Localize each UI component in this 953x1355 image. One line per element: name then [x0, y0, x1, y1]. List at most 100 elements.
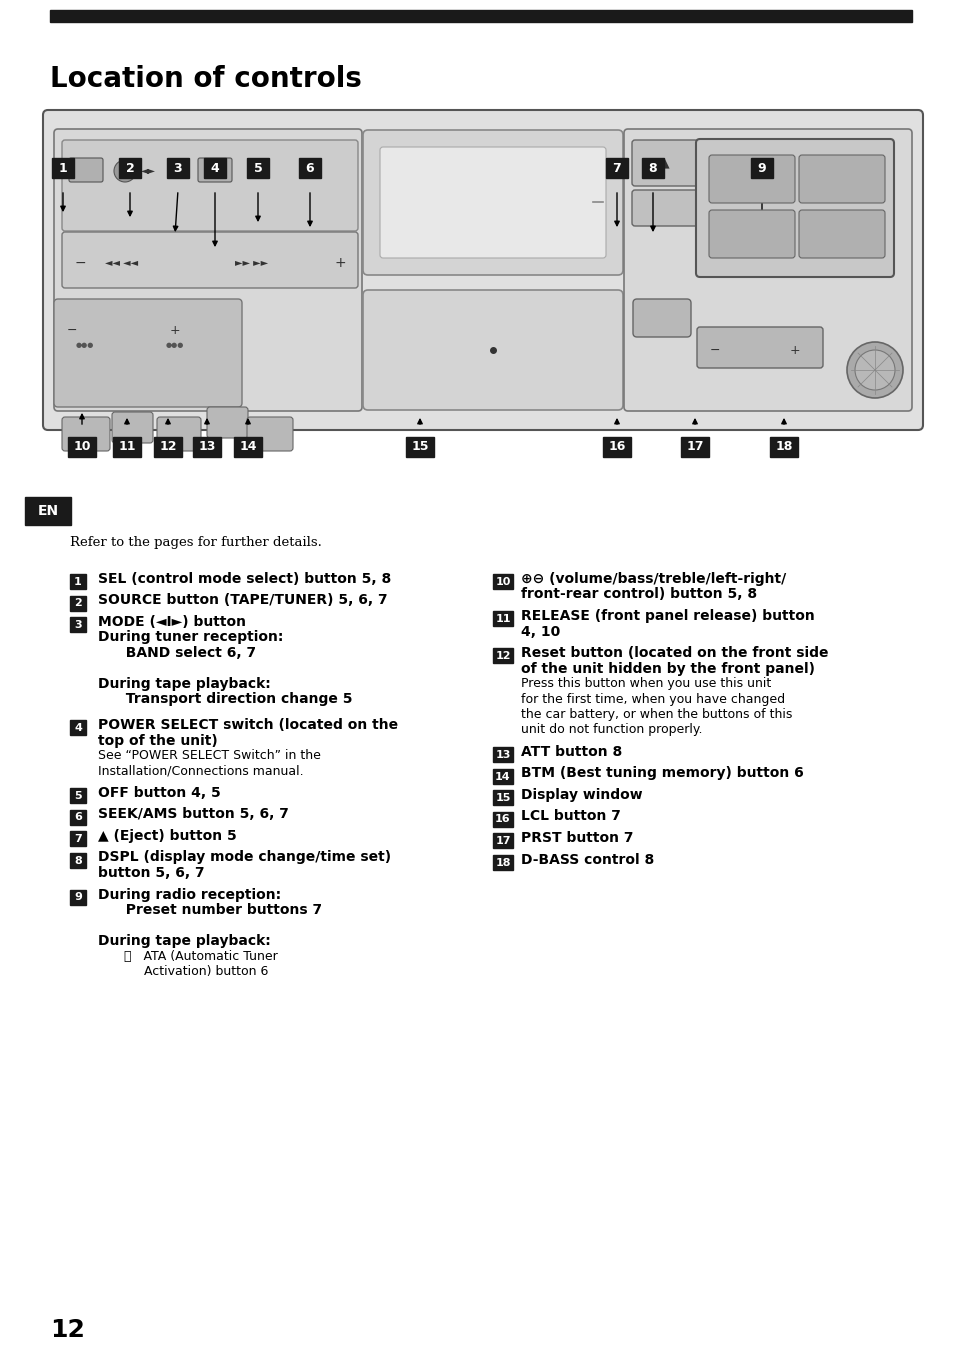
Text: 2: 2 [126, 161, 134, 175]
Text: 6: 6 [305, 161, 314, 175]
Bar [167, 159, 189, 178]
Text: EN: EN [37, 504, 58, 518]
FancyBboxPatch shape [633, 299, 690, 337]
FancyBboxPatch shape [157, 417, 201, 451]
Bar [70, 617, 86, 631]
Bar [769, 438, 797, 457]
Text: RELEASE (front panel release) button: RELEASE (front panel release) button [520, 608, 814, 623]
Bar [406, 438, 434, 457]
Circle shape [846, 341, 902, 398]
Text: ◄◄ ◄◄: ◄◄ ◄◄ [105, 257, 138, 268]
Text: Display window: Display window [520, 789, 642, 802]
Bar [70, 831, 86, 846]
Text: DSPL (display mode change/time set): DSPL (display mode change/time set) [98, 851, 391, 864]
Text: 5: 5 [74, 791, 82, 801]
FancyBboxPatch shape [696, 140, 893, 276]
Text: 13: 13 [495, 751, 510, 760]
Text: During tuner reception:: During tuner reception: [98, 630, 283, 645]
Text: 15: 15 [495, 793, 510, 804]
Text: 17: 17 [685, 440, 703, 454]
Text: 7: 7 [74, 833, 82, 844]
Bar [493, 747, 513, 762]
Text: +: + [789, 344, 800, 356]
FancyBboxPatch shape [62, 140, 357, 230]
Text: ◄►: ◄► [140, 165, 155, 175]
Bar [680, 438, 708, 457]
FancyBboxPatch shape [799, 154, 884, 203]
Bar [68, 438, 96, 457]
FancyBboxPatch shape [62, 417, 110, 451]
FancyBboxPatch shape [708, 154, 794, 203]
Text: 18: 18 [775, 440, 792, 454]
Bar [119, 159, 141, 178]
FancyBboxPatch shape [697, 327, 822, 369]
Bar [204, 159, 226, 178]
Circle shape [113, 160, 136, 182]
Text: 18: 18 [495, 858, 510, 867]
Text: Transport direction change 5: Transport direction change 5 [116, 692, 352, 706]
Text: During tape playback:: During tape playback: [98, 934, 271, 948]
Text: D-BASS control 8: D-BASS control 8 [520, 852, 654, 866]
Text: SEL (control mode select) button 5, 8: SEL (control mode select) button 5, 8 [98, 572, 391, 585]
Bar [493, 648, 513, 663]
Bar [493, 575, 513, 589]
Text: −: − [67, 324, 77, 336]
Bar [493, 768, 513, 783]
Text: MODE (◄Ⅰ►) button: MODE (◄Ⅰ►) button [98, 615, 246, 629]
Text: 1: 1 [58, 161, 68, 175]
Bar [70, 720, 86, 734]
Text: Reset button (located on the front side: Reset button (located on the front side [520, 646, 827, 660]
Text: Installation/Connections manual.: Installation/Connections manual. [98, 764, 303, 778]
Bar [193, 438, 221, 457]
FancyBboxPatch shape [708, 210, 794, 257]
Text: 16: 16 [495, 814, 510, 824]
Text: ●●●: ●●● [75, 341, 94, 348]
Text: 10: 10 [495, 577, 510, 587]
Text: 4, 10: 4, 10 [520, 625, 559, 638]
Bar [70, 595, 86, 611]
Text: SEEK/AMS button 5, 6, 7: SEEK/AMS button 5, 6, 7 [98, 808, 289, 821]
Text: 16: 16 [608, 440, 625, 454]
Text: BAND select 6, 7: BAND select 6, 7 [116, 646, 255, 660]
FancyBboxPatch shape [43, 110, 923, 430]
Text: 11: 11 [118, 440, 135, 454]
Bar [70, 852, 86, 867]
Text: 3: 3 [173, 161, 182, 175]
FancyBboxPatch shape [54, 129, 361, 411]
Text: Activation) button 6: Activation) button 6 [116, 965, 268, 978]
Bar [25, 497, 71, 524]
Text: ⊕⊖ (volume/bass/treble/left-right/: ⊕⊖ (volume/bass/treble/left-right/ [520, 572, 785, 585]
Text: Press this button when you use this unit: Press this button when you use this unit [520, 678, 770, 690]
Text: SOURCE button (TAPE/TUNER) 5, 6, 7: SOURCE button (TAPE/TUNER) 5, 6, 7 [98, 593, 387, 607]
Bar [70, 789, 86, 804]
Text: top of the unit): top of the unit) [98, 733, 217, 748]
Text: ●●●: ●●● [166, 341, 184, 348]
Text: 14: 14 [239, 440, 256, 454]
Text: 12: 12 [159, 440, 176, 454]
FancyBboxPatch shape [112, 412, 152, 443]
Bar [70, 809, 86, 824]
Bar [493, 790, 513, 805]
FancyBboxPatch shape [379, 146, 605, 257]
Text: ⓤ   ATA (Automatic Tuner: ⓤ ATA (Automatic Tuner [116, 950, 277, 962]
Bar [493, 611, 513, 626]
Text: ►► ►►: ►► ►► [234, 257, 268, 268]
Text: −: − [74, 256, 86, 270]
Text: unit do not function properly.: unit do not function properly. [520, 724, 701, 737]
Text: 9: 9 [74, 893, 82, 902]
FancyBboxPatch shape [207, 406, 248, 438]
Bar [70, 575, 86, 589]
Text: 8: 8 [648, 161, 657, 175]
Bar [493, 833, 513, 848]
FancyBboxPatch shape [799, 210, 884, 257]
Text: 12: 12 [50, 1318, 85, 1341]
Text: Preset number buttons 7: Preset number buttons 7 [116, 902, 322, 917]
Bar [602, 438, 630, 457]
Bar [641, 159, 663, 178]
FancyBboxPatch shape [198, 159, 232, 182]
Text: ATT button 8: ATT button 8 [520, 745, 621, 759]
Bar [233, 438, 262, 457]
Text: ▲ (Eject) button 5: ▲ (Eject) button 5 [98, 829, 236, 843]
Text: During radio reception:: During radio reception: [98, 888, 281, 901]
Text: During tape playback:: During tape playback: [98, 678, 271, 691]
